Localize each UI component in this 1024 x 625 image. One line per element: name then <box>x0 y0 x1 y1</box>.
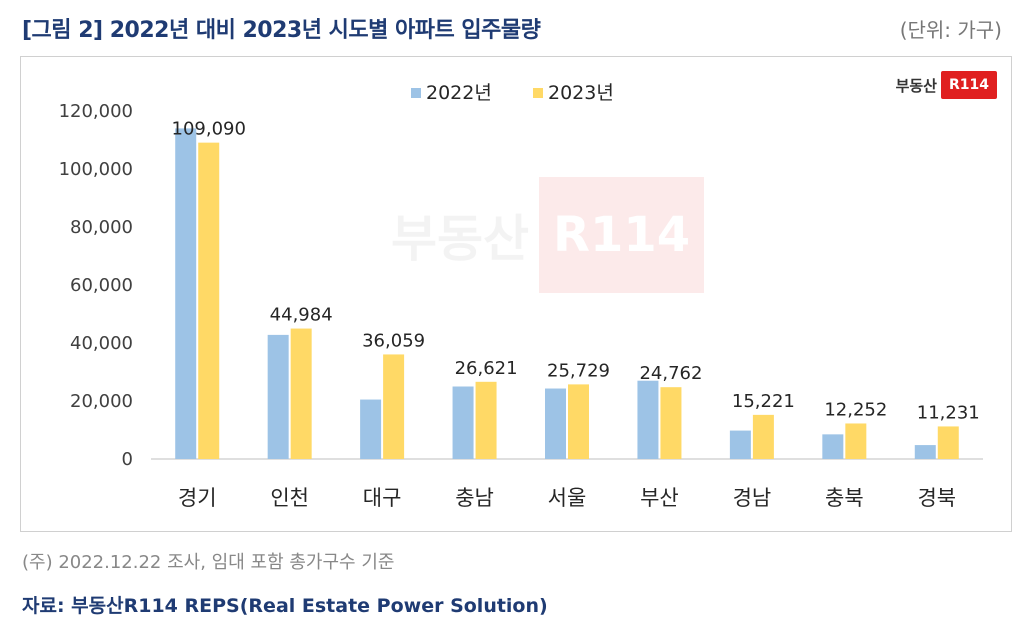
bar-2022 <box>914 445 936 459</box>
category-label: 경기 <box>178 486 217 510</box>
logo-text: 부동산 <box>895 76 937 95</box>
bar-2023 <box>290 328 312 459</box>
bar-2022 <box>545 388 566 459</box>
bar-2022 <box>729 430 751 459</box>
data-label: 109,090 <box>172 119 246 140</box>
category-label: 인천 <box>270 486 309 510</box>
bar-chart: 0 20,000 40,000 60,000 80,000 100,000 120,000 1… <box>59 82 983 510</box>
bar-2023 <box>568 384 589 459</box>
bar-2023 <box>660 387 682 459</box>
bar-2023 <box>752 414 774 459</box>
data-label: 25,729 <box>547 360 610 381</box>
y-tick-label: 100,000 <box>59 159 133 180</box>
bar-2022 <box>360 399 382 459</box>
bar-2023 <box>845 423 867 459</box>
data-label: 12,252 <box>824 399 887 420</box>
figure-title: [그림 2] 2022년 대비 2023년 시도별 아파트 입주물량 <box>22 18 541 43</box>
watermark-text: 부동산 <box>391 210 529 268</box>
legend-label: 2022년 <box>426 82 492 104</box>
bar-2022 <box>637 380 659 459</box>
legend-swatch <box>411 88 421 98</box>
bar-2023 <box>383 354 405 459</box>
bar-2022 <box>822 434 844 459</box>
brand-logo: 부동산 R114 <box>896 71 997 99</box>
category-label: 경북 <box>917 486 956 510</box>
logo-badge: R114 <box>940 71 997 99</box>
bar-2022 <box>175 128 197 459</box>
data-label: 15,221 <box>732 391 795 412</box>
footnote: (주) 2022.12.22 조사, 임대 포함 총가구수 기준 <box>22 552 395 573</box>
category-label: 대구 <box>363 486 402 510</box>
bar-2022 <box>452 386 474 459</box>
category-label: 서울 <box>548 486 587 510</box>
y-tick-label: 80,000 <box>70 217 133 238</box>
data-label: 36,059 <box>362 330 425 351</box>
bar-2023 <box>937 426 959 459</box>
y-tick-label: 120,000 <box>59 101 133 122</box>
data-label: 11,231 <box>917 402 980 423</box>
chart-frame: 부동산 R114 0 20,000 40,000 60,000 80,000 100,00… <box>20 56 1012 532</box>
data-label: 26,621 <box>455 358 518 379</box>
unit-label: (단위: 가구) <box>899 18 1002 42</box>
source-note: 자료: 부동산R114 REPS(Real Estate Power Solut… <box>22 595 548 617</box>
legend-swatch <box>533 88 543 98</box>
watermark: 부동산 R114 <box>391 177 705 293</box>
data-label: 44,984 <box>270 305 333 326</box>
y-tick-label: 20,000 <box>70 391 133 412</box>
data-label: 24,762 <box>639 363 702 384</box>
category-label: 경남 <box>733 486 772 510</box>
y-tick-label: 60,000 <box>70 275 133 296</box>
bar-2023 <box>475 381 497 459</box>
category-label: 충북 <box>825 486 864 510</box>
category-label: 부산 <box>640 486 679 510</box>
bar-2023 <box>198 142 220 459</box>
bar-2022 <box>267 334 289 459</box>
watermark-badge: R114 <box>539 177 705 293</box>
y-tick-label: 0 <box>122 449 133 470</box>
y-tick-label: 40,000 <box>70 333 133 354</box>
legend-label: 2023년 <box>548 82 614 104</box>
category-label: 충남 <box>455 486 494 510</box>
